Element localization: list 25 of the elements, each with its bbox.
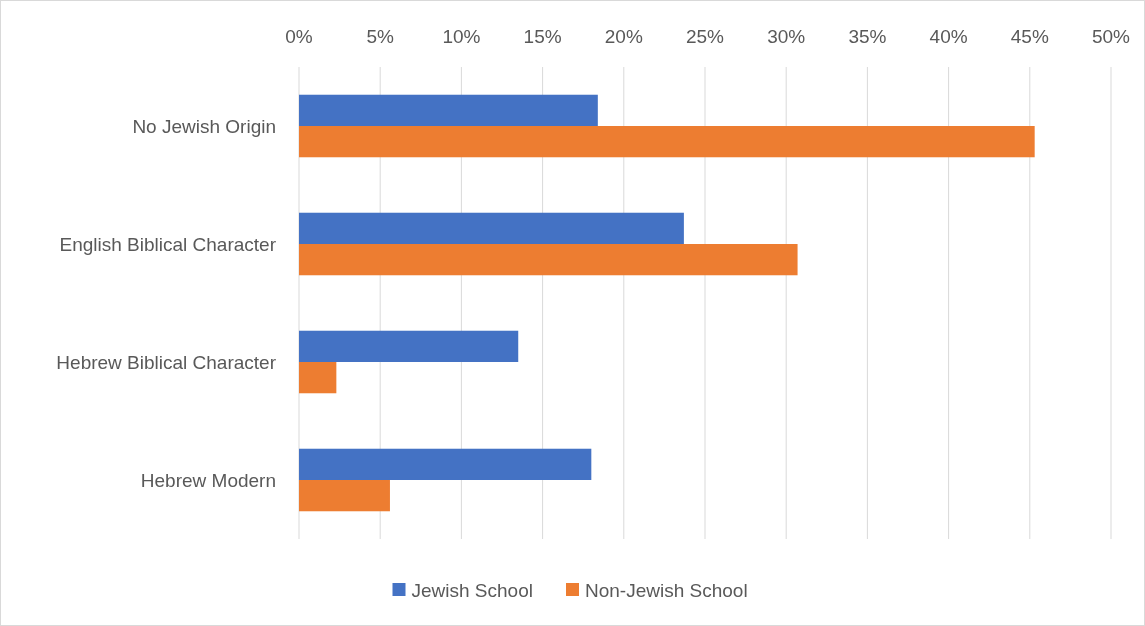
x-tick-label: 40% (929, 26, 968, 47)
bar (299, 126, 1035, 158)
x-tick-label: 50% (1091, 26, 1131, 47)
y-tick-label: No Jewish Origin (132, 115, 276, 137)
x-tick-label: 15% (523, 26, 562, 47)
x-tick-label: 45% (1010, 26, 1049, 47)
bar (299, 362, 337, 394)
legend-label: Jewish School (411, 579, 533, 601)
x-tick-label: 35% (848, 26, 887, 47)
y-tick-label: Hebrew Modern (140, 469, 276, 491)
x-tick-label: 20% (604, 26, 643, 47)
x-tick-label: 5% (366, 26, 395, 47)
bar (299, 212, 684, 244)
bar (299, 330, 519, 362)
x-tick-label: 10% (442, 26, 481, 47)
y-tick-label: English Biblical Character (59, 233, 277, 255)
bar (299, 244, 798, 276)
bar (299, 480, 390, 512)
legend-label: Non-Jewish School (585, 579, 748, 601)
bar (299, 448, 592, 480)
bar (299, 94, 598, 126)
x-tick-label: 0% (285, 26, 313, 47)
y-tick-label: Hebrew Biblical Character (56, 351, 277, 373)
x-tick-label: 30% (767, 26, 806, 47)
x-tick-label: 25% (685, 26, 725, 47)
